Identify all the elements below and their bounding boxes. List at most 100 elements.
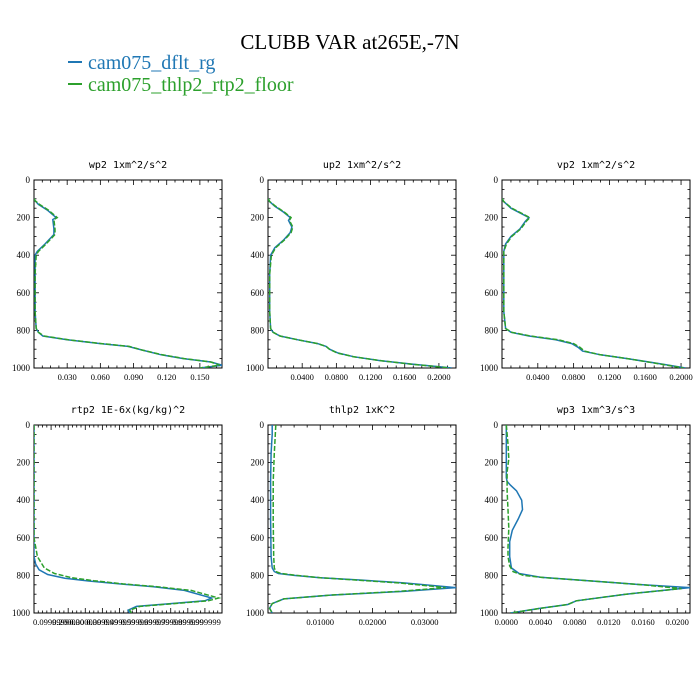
- y-tick-label: 800: [251, 325, 265, 335]
- x-tick-label: 0.1200: [359, 372, 382, 382]
- panel-title: rtp2 1E-6x(kg/kg)^2: [71, 405, 185, 416]
- legend: cam075_dflt_rg cam075_thlp2_rtp2_floor: [68, 52, 294, 96]
- x-tick-label: 0.1200: [598, 372, 621, 382]
- panel-4: thlp2 1xK^2 0 200 400 600 800 1000 0.01000 0.020…: [246, 405, 457, 627]
- x-tick-label: 0.799999: [155, 617, 187, 627]
- y-tick-label: 0: [26, 175, 31, 185]
- legend-swatch-floor: [68, 83, 82, 86]
- panel-title: wp3 1xm^3/s^3: [557, 405, 635, 416]
- panel-title: up2 1xm^2/s^2: [323, 160, 401, 171]
- x-tick-label: 0.699999: [138, 617, 170, 627]
- series-line-floor: [502, 198, 684, 368]
- y-tick-label: 1000: [480, 363, 499, 373]
- series-line-floor: [505, 425, 682, 613]
- x-tick-label: 0.999999: [189, 617, 221, 627]
- panel-0: wp2 1xm^2/s^2 0 200 400 600 800 1000 0.030 0.060…: [12, 160, 223, 382]
- x-tick-label: 0.0400: [290, 372, 313, 382]
- y-tick-label: 0: [26, 420, 31, 430]
- x-tick-label: 0.0000: [495, 617, 518, 627]
- x-tick-label: 0.1600: [393, 372, 416, 382]
- panel-frame: [501, 424, 691, 614]
- y-tick-label: 400: [485, 495, 499, 505]
- y-tick-label: 600: [17, 288, 31, 298]
- y-tick-label: 0: [260, 420, 265, 430]
- y-tick-label: 800: [251, 570, 265, 580]
- y-tick-label: 600: [485, 533, 499, 543]
- series-line-floor: [34, 425, 222, 613]
- y-tick-label: 0: [260, 175, 265, 185]
- series-line-dflt: [502, 198, 686, 368]
- y-tick-label: 200: [17, 458, 31, 468]
- x-tick-label: 0.200000: [52, 617, 84, 627]
- panel-frame: [33, 179, 223, 369]
- y-tick-label: 200: [485, 458, 499, 468]
- series-line-dflt: [268, 198, 452, 368]
- y-tick-label: 200: [251, 458, 265, 468]
- y-tick-label: 800: [17, 570, 31, 580]
- x-tick-label: 0.300000: [69, 617, 101, 627]
- y-tick-label: 400: [251, 495, 265, 505]
- y-tick-label: 400: [17, 250, 31, 260]
- x-tick-label: 0.150: [190, 372, 209, 382]
- figure-title: CLUBB VAR at265E,-7N: [240, 30, 460, 54]
- y-tick-label: 1000: [246, 608, 265, 618]
- series-line-floor: [34, 198, 221, 368]
- y-tick-label: 1000: [12, 608, 31, 618]
- x-tick-label: 0.120: [157, 372, 176, 382]
- x-tick-label: 0.0800: [325, 372, 348, 382]
- x-tick-label: 0.0200: [665, 617, 688, 627]
- x-tick-label: 0.2000: [427, 372, 450, 382]
- y-tick-label: 200: [251, 213, 265, 223]
- y-tick-label: 800: [485, 325, 499, 335]
- y-tick-label: 600: [17, 533, 31, 543]
- y-tick-label: 800: [485, 570, 499, 580]
- legend-item-dflt: cam075_dflt_rg: [68, 52, 294, 74]
- x-tick-label: 0.0040: [529, 617, 552, 627]
- x-tick-label: 0.01000: [306, 617, 334, 627]
- x-tick-label: 0.1600: [634, 372, 657, 382]
- y-tick-label: 400: [251, 250, 265, 260]
- y-tick-label: 400: [485, 250, 499, 260]
- series-line-dflt: [268, 425, 456, 613]
- series-line-floor: [268, 198, 451, 368]
- x-tick-label: 0.030: [58, 372, 77, 382]
- panel-title: thlp2 1xK^2: [329, 405, 395, 416]
- y-tick-label: 200: [17, 213, 31, 223]
- x-tick-label: 0.0400: [526, 372, 549, 382]
- legend-label-floor: cam075_thlp2_rtp2_floor: [88, 74, 294, 96]
- x-tick-label: 0.0999999: [33, 617, 69, 627]
- y-tick-label: 200: [485, 213, 499, 223]
- x-tick-label: 0.2000: [669, 372, 692, 382]
- x-tick-label: 0.0800: [562, 372, 585, 382]
- x-tick-label: 0.0160: [631, 617, 654, 627]
- x-tick-label: 0.899999: [172, 617, 204, 627]
- series-line-dflt: [34, 198, 222, 368]
- x-tick-label: 0.060: [91, 372, 110, 382]
- panel-3: rtp2 1E-6x(kg/kg)^2 0 200 400 600 800 10000.09…: [12, 405, 223, 627]
- y-tick-label: 600: [485, 288, 499, 298]
- x-tick-label: 0.090: [124, 372, 143, 382]
- legend-swatch-dflt: [68, 61, 82, 64]
- series-line-dflt: [34, 425, 215, 613]
- series-line-dflt: [505, 425, 690, 613]
- panel-title: wp2 1xm^2/s^2: [89, 160, 167, 171]
- series-line-floor: [268, 425, 446, 613]
- panel-frame: [501, 179, 691, 369]
- x-tick-label: 0.0080: [563, 617, 586, 627]
- y-tick-label: 0: [494, 420, 499, 430]
- y-tick-label: 0: [494, 175, 499, 185]
- y-tick-label: 600: [251, 533, 265, 543]
- y-tick-label: 400: [17, 495, 31, 505]
- y-tick-label: 1000: [480, 608, 499, 618]
- x-tick-label: 0.0120: [597, 617, 620, 627]
- y-tick-label: 800: [17, 325, 31, 335]
- x-tick-label: 0.03000: [411, 617, 439, 627]
- y-tick-label: 600: [251, 288, 265, 298]
- x-tick-label: 0.399999: [86, 617, 118, 627]
- panel-title: vp2 1xm^2/s^2: [557, 160, 635, 171]
- y-tick-label: 1000: [246, 363, 265, 373]
- y-tick-label: 1000: [12, 363, 31, 373]
